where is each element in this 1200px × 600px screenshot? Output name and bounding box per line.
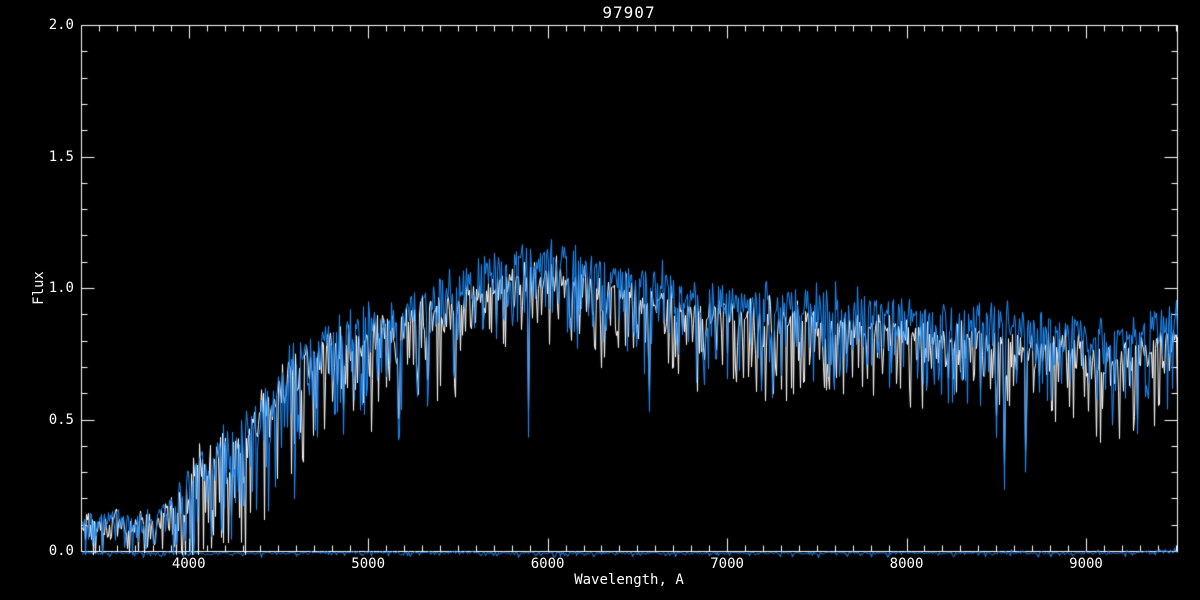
y-tick-label-2.0: 2.0 bbox=[48, 17, 74, 33]
x-tick-label-5000: 5000 bbox=[351, 556, 385, 572]
x-tick-label-8000: 8000 bbox=[889, 556, 924, 572]
y-tick-label-0.5: 0.5 bbox=[48, 411, 74, 428]
x-tick-label-6000: 6000 bbox=[530, 556, 565, 572]
x-axis-label: Wavelength, A bbox=[574, 572, 684, 588]
y-tick-label-0.0: 0.0 bbox=[48, 543, 74, 559]
x-tick-label-9000: 9000 bbox=[1069, 556, 1103, 572]
y-tick-label-1.0: 1.0 bbox=[48, 280, 74, 296]
x-tick-label-4000: 4000 bbox=[171, 556, 206, 572]
x-tick-label-7000: 7000 bbox=[710, 556, 744, 572]
y-tick-label-1.5: 1.5 bbox=[48, 148, 74, 165]
plot-title: 97907 bbox=[602, 3, 656, 22]
